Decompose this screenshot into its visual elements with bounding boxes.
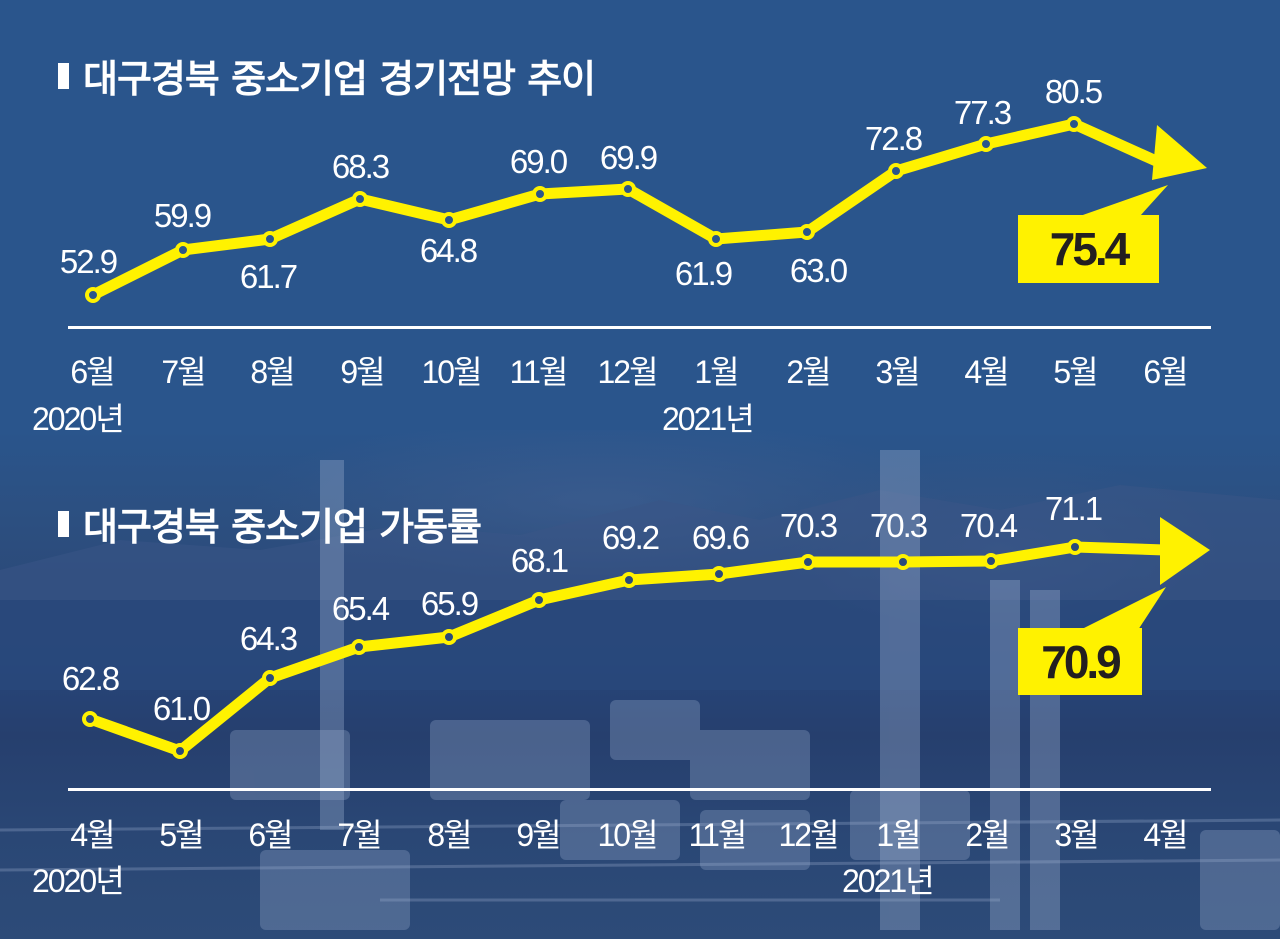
x-tick-label: 6월 <box>1143 354 1188 390</box>
x-tick-label: 4월 <box>1143 817 1188 853</box>
value-label: 61.0 <box>152 690 211 727</box>
x-tick-label: 2월 <box>965 817 1010 853</box>
value-label: 52.9 <box>59 243 118 280</box>
value-label: 61.7 <box>239 258 298 295</box>
data-point <box>441 629 457 645</box>
x-tick-label: 1월 <box>876 817 921 853</box>
year-label: 2021년 <box>842 863 935 899</box>
data-point <box>531 592 547 608</box>
data-point <box>1066 116 1082 132</box>
data-point <box>441 212 457 228</box>
callout-pointer <box>1080 587 1166 630</box>
value-label: 70.3 <box>869 507 928 544</box>
year-label: 2021년 <box>662 401 755 437</box>
value-label: 69.6 <box>691 519 750 556</box>
x-tick-label: 7월 <box>337 817 382 853</box>
data-point <box>708 231 724 247</box>
arrow-head-icon <box>1160 517 1210 585</box>
x-tick-label: 3월 <box>875 354 920 390</box>
x-axis-line <box>68 326 1211 329</box>
title-marker-icon <box>58 510 69 537</box>
year-label: 2020년 <box>32 401 125 437</box>
x-tick-label: 8월 <box>427 817 472 853</box>
data-point <box>351 639 367 655</box>
business-outlook-chart: 대구경북 중소기업 경기전망 추이 52.9 59.9 61.7 68.3 64… <box>0 0 1280 440</box>
data-point <box>895 554 911 570</box>
year-label: 2020년 <box>32 863 125 899</box>
value-label: 69.0 <box>509 143 568 180</box>
value-label: 68.3 <box>331 148 390 185</box>
x-axis-line <box>68 788 1211 791</box>
x-tick-label: 11월 <box>509 354 569 390</box>
data-point <box>1067 539 1083 555</box>
data-point <box>82 711 98 727</box>
x-tick-label: 7월 <box>161 354 206 390</box>
x-tick-label: 12월 <box>597 354 658 390</box>
value-label: 80.5 <box>1044 73 1103 110</box>
value-label: 59.9 <box>153 197 212 234</box>
value-label: 61.9 <box>674 255 733 292</box>
data-point <box>175 242 191 258</box>
chart-title-text: 대구경북 중소기업 경기전망 추이 <box>83 57 596 101</box>
data-point <box>85 287 101 303</box>
x-tick-label: 10월 <box>421 354 482 390</box>
value-label: 69.2 <box>601 519 660 556</box>
x-tick-label: 9월 <box>516 817 561 853</box>
x-tick-label: 12월 <box>778 817 839 853</box>
latest-value-callout: 70.9 <box>1018 628 1142 695</box>
data-point <box>978 136 994 152</box>
x-tick-label: 6월 <box>70 354 115 390</box>
title-marker-icon <box>58 62 69 89</box>
value-label: 71.1 <box>1044 490 1103 527</box>
chart-title-text: 대구경북 중소기업 가동률 <box>83 505 482 549</box>
value-label: 62.8 <box>61 660 120 697</box>
data-point <box>983 553 999 569</box>
value-label: 68.1 <box>510 542 569 579</box>
value-label: 64.8 <box>419 232 478 269</box>
data-point <box>532 186 548 202</box>
x-tick-label: 1월 <box>694 354 739 390</box>
data-point <box>262 670 278 686</box>
x-tick-label: 3월 <box>1054 817 1099 853</box>
value-label: 70.4 <box>959 507 1018 544</box>
x-tick-label: 6월 <box>248 817 293 853</box>
line-plot <box>82 517 1210 759</box>
value-label: 65.4 <box>331 590 390 627</box>
chart-title: 대구경북 중소기업 가동률 <box>58 496 482 551</box>
data-point <box>799 224 815 240</box>
value-label: 65.9 <box>420 585 479 622</box>
data-point <box>352 191 368 207</box>
x-tick-label: 5월 <box>1053 354 1098 390</box>
value-label: 77.3 <box>953 94 1012 131</box>
x-tick-label: 11월 <box>688 817 748 853</box>
data-point <box>800 554 816 570</box>
value-label: 69.9 <box>599 139 658 176</box>
value-label: 70.3 <box>779 507 838 544</box>
operating-rate-chart: 대구경북 중소기업 가동률 62.8 61.0 64.3 65.4 65.9 6… <box>0 470 1280 939</box>
value-label: 63.0 <box>789 252 848 289</box>
value-label: 72.8 <box>864 120 923 157</box>
data-point <box>621 572 637 588</box>
arrow-head-icon <box>1152 125 1207 180</box>
x-tick-label: 9월 <box>340 354 385 390</box>
x-tick-label: 2월 <box>786 354 831 390</box>
data-point <box>172 743 188 759</box>
x-tick-label: 5월 <box>159 817 204 853</box>
x-tick-label: 10월 <box>597 817 658 853</box>
value-label: 64.3 <box>239 620 298 657</box>
data-point <box>620 181 636 197</box>
data-point <box>711 566 727 582</box>
callout-pointer <box>1080 185 1168 216</box>
data-point <box>888 163 904 179</box>
line-plot <box>85 116 1207 303</box>
x-tick-label: 4월 <box>70 817 115 853</box>
chart-title: 대구경북 중소기업 경기전망 추이 <box>58 48 596 103</box>
x-tick-label: 4월 <box>964 354 1009 390</box>
forecast-callout: 75.4 <box>1018 215 1159 283</box>
x-tick-label: 8월 <box>250 354 295 390</box>
data-point <box>262 231 278 247</box>
